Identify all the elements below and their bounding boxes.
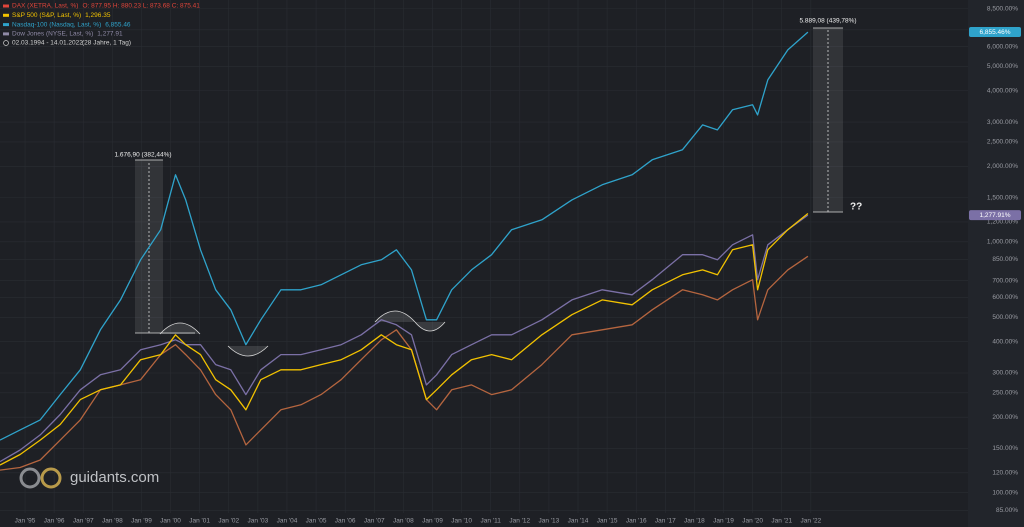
y-tick-label: 600.00%: [992, 294, 1018, 301]
y-tick-label: 2,500.00%: [987, 139, 1018, 146]
y-tick-label: 400.00%: [992, 338, 1018, 345]
x-tick-label: Jan '20: [742, 518, 763, 525]
legend-swatch: [3, 23, 9, 27]
x-tick-label: Jan '18: [684, 518, 705, 525]
series-lines: [0, 31, 809, 471]
price-tag-label: 1,277.91%: [979, 212, 1010, 219]
y-tick-label: 6,000.00%: [987, 43, 1018, 50]
x-tick-label: Jan '21: [771, 518, 792, 525]
legend-swatch: [3, 32, 9, 36]
y-tick-label: 1,000.00%: [987, 239, 1018, 246]
y-tick-label: 850.00%: [992, 256, 1018, 263]
x-tick-label: Jan '02: [218, 518, 239, 525]
date-range: 02.03.1994 - 14.01.2022: [12, 40, 83, 47]
y-tick-label: 300.00%: [992, 370, 1018, 377]
legend-name: DAX (XETRA, Last, %): [12, 3, 78, 10]
y-tick-label: 500.00%: [992, 314, 1018, 321]
x-tick-label: Jan '07: [364, 518, 385, 525]
clock-icon: [3, 40, 9, 46]
y-tick-label: 120.00%: [992, 470, 1018, 477]
x-tick-label: Jan '96: [44, 518, 65, 525]
x-tick-label: Jan '10: [451, 518, 472, 525]
price-tag-label: 6,855.46%: [979, 29, 1010, 36]
x-tick-label: Jan '16: [626, 518, 647, 525]
logo-ring: [19, 467, 41, 489]
series-line: [0, 214, 809, 463]
y-tick-label: 2,000.00%: [987, 163, 1018, 170]
arch: [227, 345, 269, 357]
series-line: [0, 212, 809, 466]
x-tick-label: Jan '98: [102, 518, 123, 525]
x-tick-label: Jan '14: [568, 518, 589, 525]
price-tag: [969, 210, 1021, 221]
y-tick-label: 1,500.00%: [987, 194, 1018, 201]
legend-value: 1,277.91: [97, 31, 123, 38]
arch: [374, 310, 416, 323]
watermark-text: guidants.com: [70, 469, 159, 486]
x-tick-label: Jan '13: [539, 518, 560, 525]
annotation: ??: [850, 202, 862, 213]
y-tick-label: 100.00%: [992, 489, 1018, 496]
x-tick-label: Jan '11: [481, 518, 502, 525]
y-tick-label: 1,200.00%: [987, 219, 1018, 226]
y-tick-label: 150.00%: [992, 445, 1018, 452]
x-tick-label: Jan '17: [655, 518, 676, 525]
grid: [0, 0, 968, 513]
y-tick-label: 8,500.00%: [987, 5, 1018, 12]
legend-name: S&P 500 (S&P, Last, %): [12, 12, 81, 19]
x-tick-label: Jan '06: [335, 518, 356, 525]
annotation: 5.889,08 (439,78%): [799, 18, 856, 25]
arch: [159, 322, 201, 335]
y-tick-label: 85.00%: [996, 507, 1018, 514]
legend-swatch: [3, 13, 9, 17]
x-tick-label: Jan '97: [73, 518, 94, 525]
y-tick-label: 4,000.00%: [987, 87, 1018, 94]
series-line: [0, 31, 809, 441]
x-tick-label: Jan '03: [247, 518, 268, 525]
x-tick-label: Jan '99: [131, 518, 152, 525]
legend-value: 1,296.35: [85, 12, 111, 19]
legend-swatch: [3, 4, 9, 8]
legend-name: Dow Jones (NYSE, Last, %): [12, 31, 93, 38]
y-tick-label: 250.00%: [992, 390, 1018, 397]
x-tick-label: Jan '19: [713, 518, 734, 525]
x-tick-label: Jan '01: [189, 518, 210, 525]
x-tick-label: Jan '09: [422, 518, 443, 525]
y-tick-label: 700.00%: [992, 277, 1018, 284]
date-span: (28 Jahre, 1 Tag): [82, 40, 131, 47]
y-tick-label: 5,000.00%: [987, 63, 1018, 70]
annotation: 1.676,90 (382,44%): [114, 152, 171, 159]
x-tick-label: Jan '05: [306, 518, 327, 525]
x-tick-label: Jan '95: [15, 518, 36, 525]
price-axis: [968, 0, 1024, 527]
x-tick-label: Jan '22: [800, 518, 821, 525]
watermark: guidants.com: [19, 467, 159, 489]
legend-value: O: 877.95 H: 880.23 L: 873.68 C: 875.41: [82, 3, 200, 10]
series-line: [0, 255, 809, 471]
price-tag: [969, 27, 1021, 38]
x-tick-label: Jan '12: [509, 518, 530, 525]
x-tick-label: Jan '15: [597, 518, 618, 525]
y-tick-label: 3,000.00%: [987, 119, 1018, 126]
legend-value: 6,855.46: [105, 21, 131, 28]
arch: [414, 321, 446, 332]
x-tick-label: Jan '00: [160, 518, 181, 525]
logo-ring: [40, 467, 62, 489]
x-tick-label: Jan '04: [277, 518, 298, 525]
drawings: [135, 27, 843, 357]
legend-name: Nasdaq-100 (Nasdaq, Last, %): [12, 21, 101, 28]
y-tick-label: 200.00%: [992, 414, 1018, 421]
x-tick-label: Jan '08: [393, 518, 414, 525]
